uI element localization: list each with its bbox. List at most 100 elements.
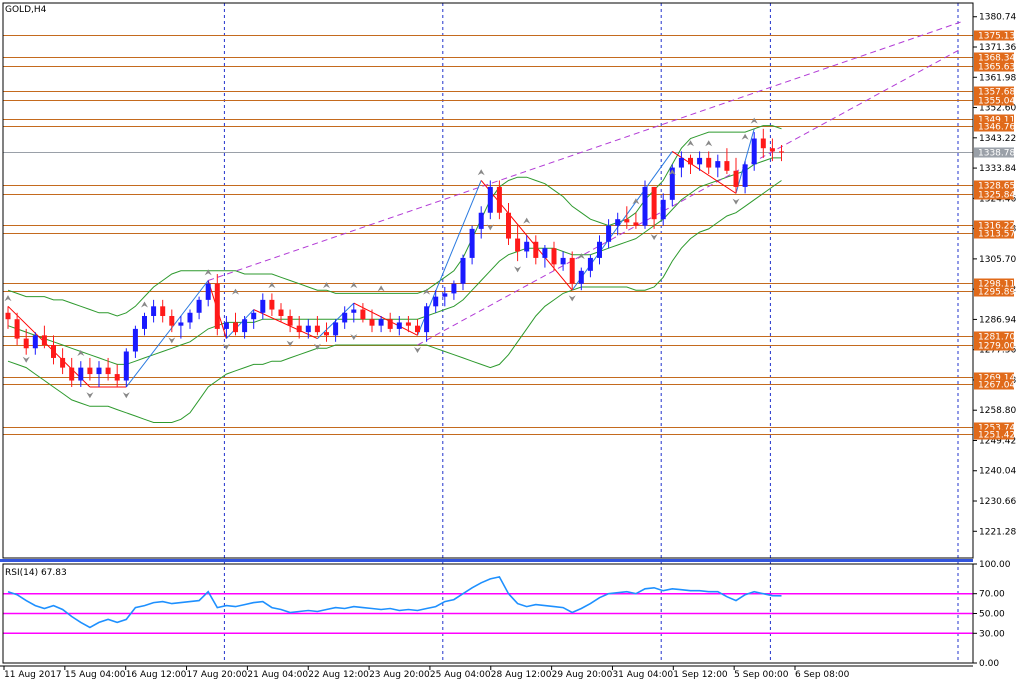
fractal-up-arrow [668, 169, 676, 176]
time-tick-label: 17 Aug 20:00 [187, 670, 248, 680]
candle-body [351, 309, 357, 313]
level-price-box [974, 286, 1014, 297]
level-price-box [974, 220, 1014, 231]
time-tick-label: 21 Aug 04:00 [247, 670, 308, 680]
level-price-box [974, 429, 1014, 440]
level-price-label: 1253.74 [978, 424, 1015, 434]
level-price-box [974, 422, 1014, 433]
rsi-line [7, 575, 782, 629]
time-tick-label: 29 Aug 20:00 [552, 670, 613, 680]
zigzag-segment [253, 309, 318, 340]
candle-body [396, 322, 402, 329]
fractal-down-arrow [514, 266, 522, 273]
bollinger-upper-band [7, 125, 782, 317]
candle-body [424, 306, 430, 333]
candle-body [478, 212, 484, 229]
level-price-label: 1313.57 [978, 230, 1015, 240]
candle-body [41, 335, 47, 346]
fractal-down-arrow [486, 224, 494, 231]
fractal-down-arrow [222, 343, 230, 350]
candle-body [551, 248, 557, 265]
candle-body [14, 319, 20, 339]
level-price-box [974, 121, 1014, 132]
fractal-up-arrow [4, 295, 12, 302]
candle-body [515, 238, 521, 252]
candle-body [688, 157, 693, 165]
fractal-up-arrow [77, 349, 85, 356]
candle-body [415, 325, 420, 333]
candle-body [706, 157, 712, 168]
rsi-tick-label: 100.00 [979, 560, 1011, 570]
level-price-label: 1281.70 [978, 333, 1015, 343]
candle-body [779, 151, 784, 153]
price-tick-label: 1277.56 [979, 346, 1016, 356]
fractal-down-arrow [414, 347, 421, 354]
candle-body [433, 296, 439, 307]
candle-body [442, 293, 448, 297]
fractal-up-arrow [268, 282, 276, 289]
level-price-box [974, 61, 1014, 72]
candle-body [269, 299, 275, 310]
candle-body [324, 332, 329, 336]
fractal-up-arrow [741, 133, 749, 140]
level-price-box [974, 180, 1014, 191]
candle-body [251, 312, 257, 320]
level-price-label: 1349.11 [978, 116, 1015, 126]
candle-body [114, 374, 120, 381]
fractal-down-arrow [168, 337, 176, 344]
candle-body [260, 299, 266, 313]
candle-body [233, 322, 238, 333]
candle-body [460, 257, 466, 284]
time-tick-label: 23 Aug 20:00 [369, 670, 430, 680]
candle-body [242, 319, 248, 333]
fractal-up-arrow [577, 253, 585, 260]
candle-body [469, 228, 475, 258]
zigzag-segment [571, 151, 673, 291]
fractal-down-arrow [122, 392, 130, 399]
level-price-label: 1328.65 [978, 182, 1015, 192]
time-tick-label: 16 Aug 12:00 [126, 670, 187, 680]
candle-body [615, 219, 621, 226]
candle-body [287, 315, 293, 326]
candle-body [296, 325, 302, 333]
candle-body [387, 319, 393, 329]
fractal-up-arrow [350, 282, 358, 289]
current-price-box [974, 147, 1014, 158]
fractal-up-arrow [204, 269, 212, 276]
fractal-up-arrow [632, 198, 640, 205]
candle-body [160, 306, 166, 316]
level-price-label: 1355.04 [978, 97, 1015, 107]
candle-body [606, 225, 612, 242]
candle-body [23, 338, 29, 349]
fractal-up-arrow [423, 288, 431, 295]
candle-body [697, 157, 703, 165]
rsi-tick-label: 30.00 [979, 629, 1005, 639]
level-price-box [974, 95, 1014, 106]
price-tick-label: 1230.66 [979, 497, 1016, 507]
level-price-label: 1325.84 [978, 191, 1015, 201]
price-tick-label: 1249.42 [979, 436, 1016, 446]
candle-body [87, 367, 93, 375]
level-price-label: 1269.14 [978, 374, 1015, 384]
fractal-down-arrow [286, 340, 294, 347]
fractal-down-arrow [568, 295, 576, 302]
level-price-label: 1298.11 [978, 280, 1015, 290]
bollinger-lower-band [7, 180, 782, 423]
candle-body [278, 309, 284, 316]
candle-body [178, 322, 184, 326]
fractal-down-arrow [650, 234, 658, 241]
level-price-box [974, 114, 1014, 125]
level-price-label: 1346.76 [978, 123, 1015, 133]
candle-body [487, 186, 493, 213]
price-tick-label: 1221.28 [979, 527, 1016, 537]
rsi-tick-label: 0.00 [979, 659, 999, 669]
fractal-up-arrow [687, 140, 694, 147]
candle-body [378, 319, 384, 326]
fractal-down-arrow [86, 392, 94, 399]
price-tick-label: 1371.36 [979, 43, 1016, 53]
candle-body [142, 315, 147, 329]
candle-body [169, 315, 175, 326]
time-tick-label: 25 Aug 04:00 [430, 670, 491, 680]
time-tick-label: 31 Aug 04:00 [612, 670, 673, 680]
time-tick-label: 6 Sep 08:00 [795, 670, 850, 680]
